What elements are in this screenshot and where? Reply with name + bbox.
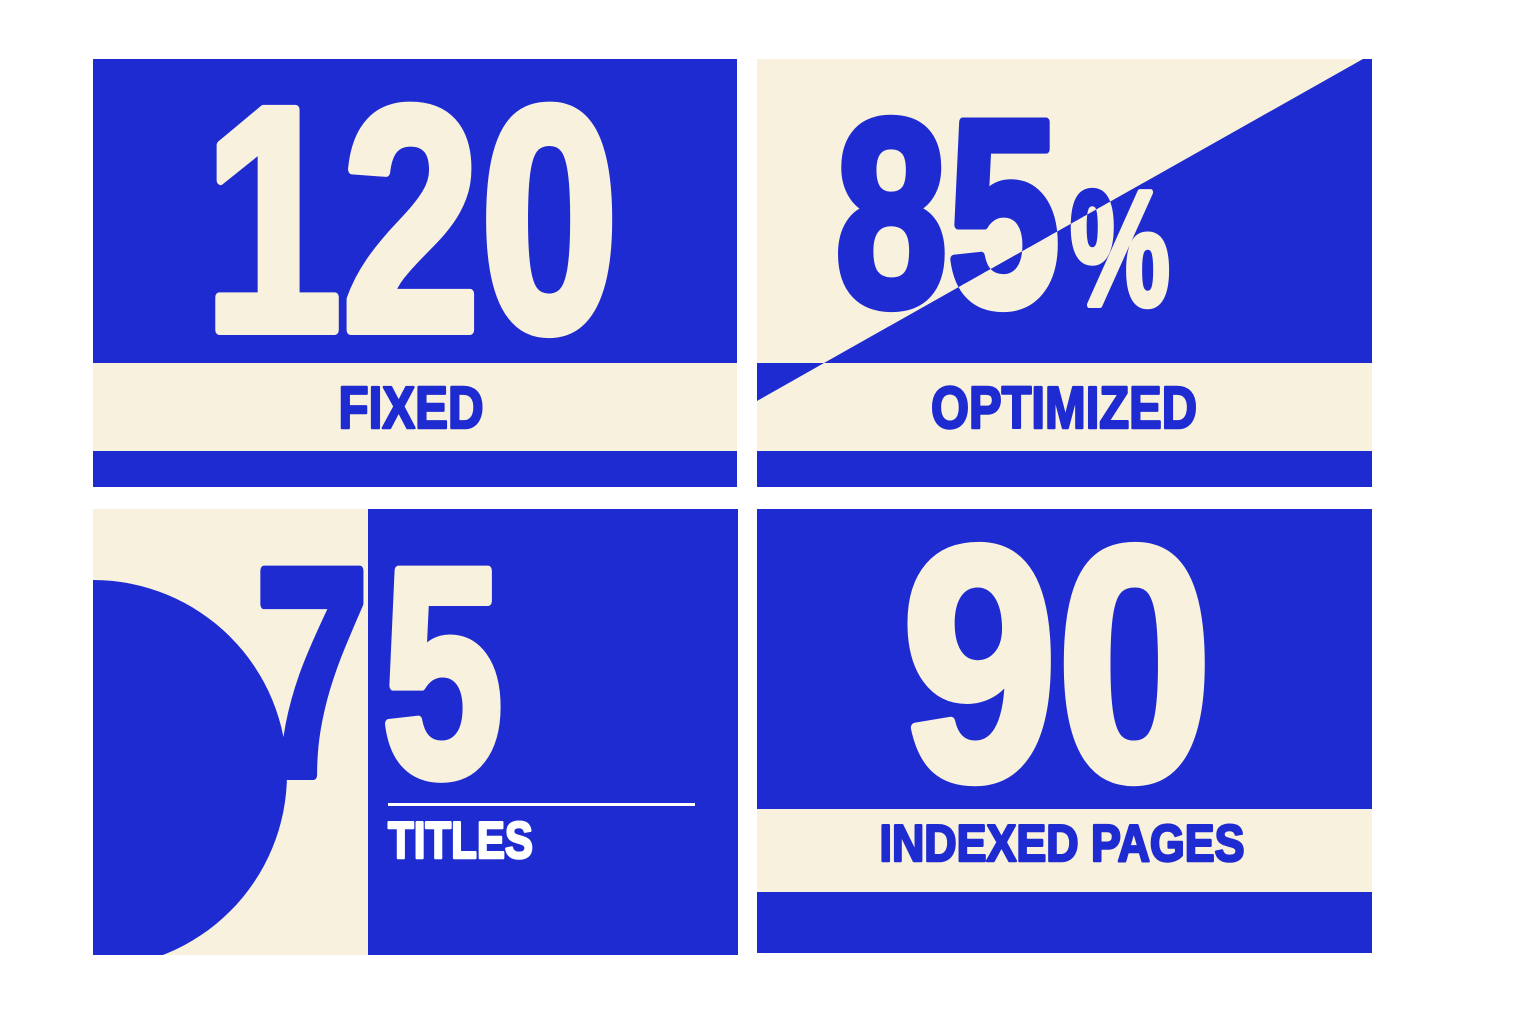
- indexed-number-block: [757, 509, 1372, 809]
- titles-semicircle: [93, 580, 287, 955]
- optimized-value-symbol: %: [1070, 157, 1170, 340]
- titles-square-block: [368, 509, 738, 955]
- fixed-value: 120: [204, 59, 619, 398]
- indexed-label: INDEXED PAGES: [880, 815, 1245, 873]
- stat-card-indexed-pages: 90 INDEXED PAGES: [757, 509, 1372, 953]
- fixed-bottom-stripe: [93, 451, 737, 487]
- indexed-value: 90: [902, 509, 1212, 849]
- indexed-label-band: [757, 809, 1372, 892]
- fixed-number-block: [93, 59, 737, 363]
- optimized-bottom-stripe: [757, 451, 1372, 487]
- stat-card-fixed: 120 FIXED: [93, 59, 737, 487]
- optimized-diagonal-wedge: [757, 363, 824, 401]
- stat-card-optimized: 85 % 85 % OPTIMIZED: [757, 59, 1372, 487]
- optimized-value-number: 85: [835, 65, 1060, 362]
- titles-value-digit-right: 5: [382, 509, 503, 838]
- titles-value-digit-left: 7: [255, 509, 369, 838]
- indexed-bottom-stripe: [757, 892, 1372, 953]
- titles-divider-line: [388, 803, 695, 806]
- optimized-label: OPTIMIZED: [931, 375, 1197, 441]
- optimized-label-band: [757, 363, 1372, 451]
- optimized-value-blue-layer: 85 %: [831, 61, 1174, 367]
- fixed-label: FIXED: [339, 375, 484, 441]
- optimized-diagonal-triangle: [824, 59, 1372, 363]
- stat-card-titles: 7 5 TITLES: [93, 509, 738, 955]
- titles-label: TITLES: [388, 812, 533, 870]
- fixed-label-band: [93, 363, 737, 451]
